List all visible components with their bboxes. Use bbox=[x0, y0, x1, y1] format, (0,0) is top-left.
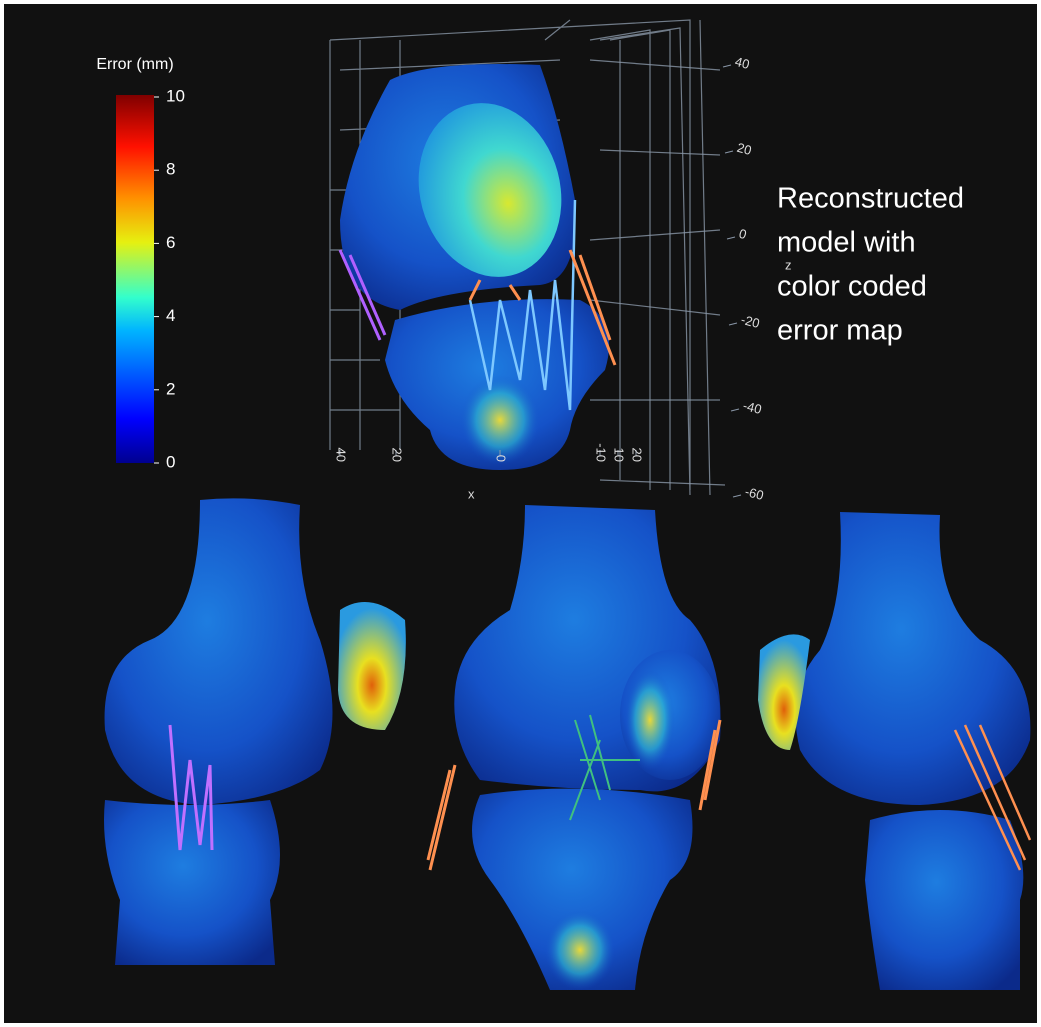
annotation-line: color coded bbox=[777, 271, 927, 303]
x-tick-label: 20 bbox=[630, 448, 645, 462]
figure: Error (mm) z x 024681040200-20-40-604020… bbox=[0, 0, 1041, 1027]
colorbar-tick-label: 6 bbox=[166, 233, 175, 252]
annotation-line: Reconstructed bbox=[777, 183, 964, 215]
annotation-line: error map bbox=[777, 315, 903, 347]
colorbar bbox=[116, 95, 154, 463]
colorbar-tick-label: 0 bbox=[166, 452, 175, 471]
colorbar-tick-label: 10 bbox=[166, 86, 185, 105]
colorbar-tick-label: 8 bbox=[166, 160, 175, 179]
colorbar-tick-label: 4 bbox=[166, 306, 175, 325]
colorbar-tick-label: 2 bbox=[166, 379, 175, 398]
x-tick-label: -10 bbox=[594, 443, 609, 462]
annotation-line: model with bbox=[777, 227, 916, 259]
x-tick-label: 20 bbox=[390, 448, 405, 462]
x-tick-label: 40 bbox=[334, 448, 349, 462]
x-axis-label: x bbox=[468, 486, 475, 501]
x-tick-label: 10 bbox=[612, 448, 627, 462]
x-tick-label: 0 bbox=[494, 455, 509, 462]
colorbar-title: Error (mm) bbox=[96, 56, 173, 73]
